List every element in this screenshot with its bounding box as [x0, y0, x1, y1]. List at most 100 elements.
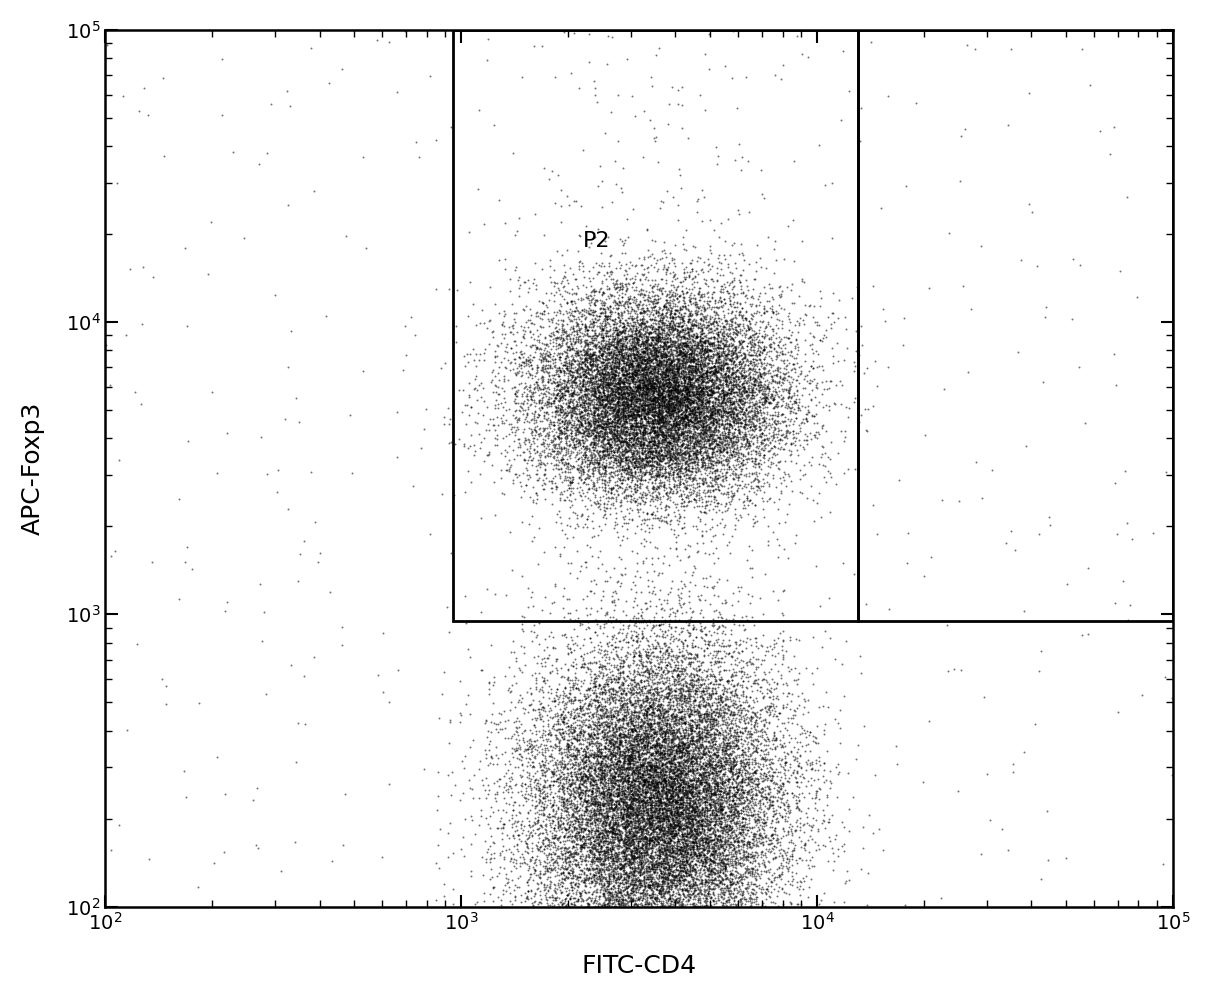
- Point: [745, 756, 764, 772]
- Point: [659, 761, 678, 777]
- Point: [676, 296, 695, 312]
- Point: [679, 782, 699, 798]
- Point: [625, 785, 644, 801]
- Point: [579, 480, 598, 496]
- Point: [677, 350, 696, 366]
- Point: [622, 710, 642, 726]
- Point: [666, 795, 685, 811]
- Point: [664, 742, 683, 758]
- Point: [665, 708, 684, 724]
- Point: [654, 371, 673, 387]
- Point: [645, 424, 665, 440]
- Point: [615, 338, 635, 354]
- Point: [748, 288, 768, 304]
- Point: [687, 868, 706, 884]
- Point: [576, 814, 596, 830]
- Point: [629, 324, 648, 340]
- Point: [516, 793, 535, 809]
- Point: [656, 838, 676, 854]
- Point: [753, 821, 773, 837]
- Point: [706, 783, 725, 799]
- Point: [506, 892, 526, 908]
- Point: [608, 429, 627, 445]
- Point: [670, 760, 689, 776]
- Point: [673, 762, 693, 778]
- Point: [501, 694, 521, 710]
- Point: [643, 347, 662, 363]
- Point: [653, 427, 672, 443]
- Point: [689, 882, 708, 898]
- Point: [641, 319, 660, 335]
- Point: [586, 428, 606, 444]
- Point: [550, 725, 569, 741]
- Point: [582, 382, 602, 398]
- Point: [625, 364, 644, 380]
- Point: [656, 365, 676, 381]
- Point: [688, 414, 707, 430]
- Point: [712, 383, 731, 399]
- Point: [649, 375, 668, 391]
- Point: [636, 751, 655, 767]
- Point: [650, 680, 670, 696]
- Point: [685, 856, 705, 872]
- Point: [575, 745, 595, 761]
- Point: [567, 839, 586, 855]
- Point: [685, 720, 705, 736]
- Point: [786, 821, 805, 837]
- Point: [561, 875, 580, 891]
- Point: [681, 477, 700, 493]
- Point: [659, 801, 678, 817]
- Point: [434, 409, 453, 425]
- Point: [668, 353, 688, 369]
- Point: [635, 262, 654, 278]
- Point: [629, 401, 648, 417]
- Point: [679, 781, 699, 797]
- Point: [658, 595, 677, 611]
- Point: [668, 432, 688, 448]
- Point: [547, 324, 567, 340]
- Point: [648, 455, 667, 471]
- Point: [805, 790, 825, 806]
- Point: [722, 274, 741, 290]
- Point: [678, 384, 698, 400]
- Point: [540, 873, 559, 889]
- Point: [713, 819, 733, 835]
- Point: [582, 776, 602, 792]
- Point: [661, 481, 681, 497]
- Point: [638, 867, 658, 883]
- Point: [708, 350, 728, 366]
- Point: [704, 804, 723, 820]
- Point: [750, 783, 769, 799]
- Point: [711, 837, 730, 853]
- Point: [724, 394, 744, 410]
- Point: [681, 650, 700, 666]
- Point: [658, 656, 677, 672]
- Point: [742, 495, 762, 510]
- Point: [704, 848, 723, 864]
- Point: [747, 373, 767, 389]
- Point: [722, 827, 741, 843]
- Point: [691, 878, 711, 894]
- Point: [609, 876, 629, 892]
- Point: [666, 282, 685, 298]
- Point: [694, 686, 713, 702]
- Point: [717, 828, 736, 844]
- Point: [702, 756, 722, 772]
- Point: [619, 348, 638, 364]
- Point: [608, 744, 627, 760]
- Point: [661, 619, 681, 635]
- Point: [627, 427, 647, 443]
- Point: [625, 444, 644, 460]
- Point: [573, 659, 592, 675]
- Point: [636, 318, 655, 334]
- Point: [649, 817, 668, 833]
- Point: [677, 864, 696, 880]
- Point: [667, 432, 687, 448]
- Point: [597, 368, 616, 384]
- Point: [711, 477, 730, 493]
- Point: [590, 714, 609, 730]
- Point: [575, 386, 595, 402]
- Point: [609, 376, 629, 392]
- Point: [597, 728, 616, 744]
- Point: [719, 353, 739, 369]
